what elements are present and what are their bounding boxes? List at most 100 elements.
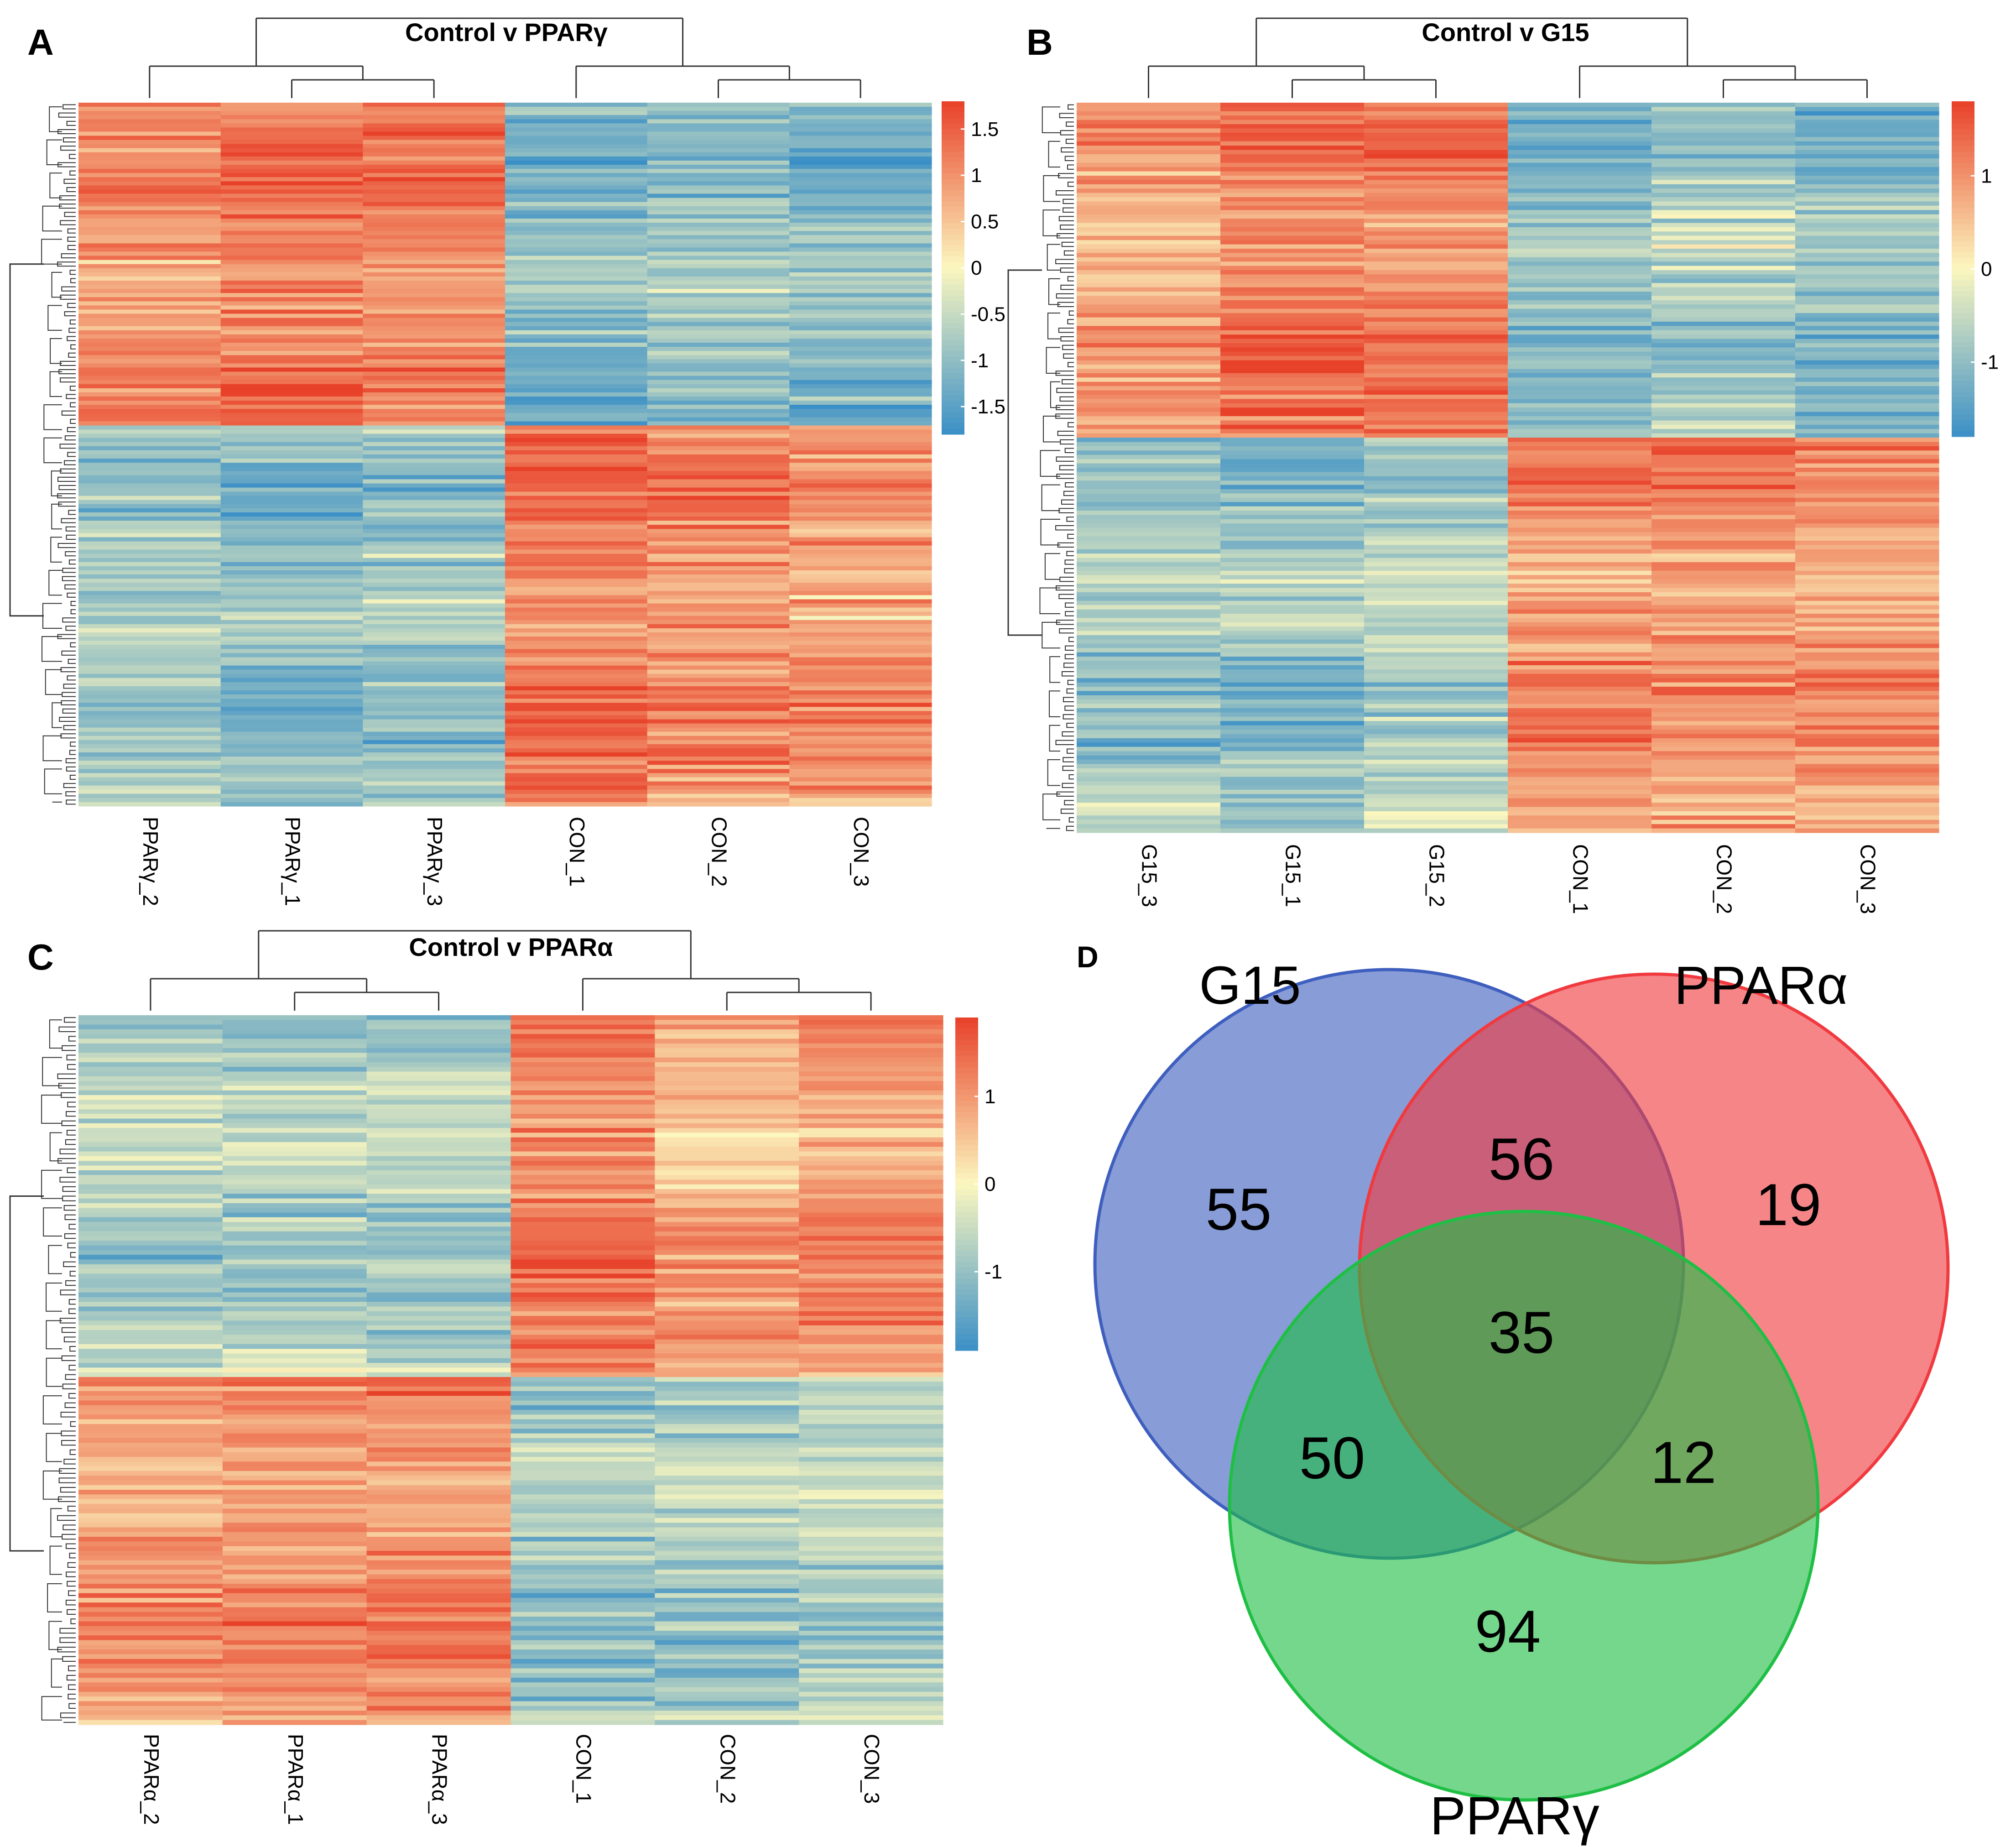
venn-count-g15-ppar-alpha: 56 xyxy=(1489,1126,1555,1192)
heatmap-cell xyxy=(1364,755,1508,760)
heatmap-cell xyxy=(220,740,363,745)
heatmap-cell xyxy=(1364,167,1508,172)
dendrogram-branch xyxy=(66,1054,76,1060)
heatmap-cell xyxy=(1508,214,1652,219)
dendrogram-branch xyxy=(68,1684,76,1690)
dendrogram-branch xyxy=(70,418,76,424)
heatmap-cell xyxy=(78,603,221,608)
scale-gradient-step xyxy=(1952,140,1974,146)
heatmap-cell xyxy=(78,496,221,501)
scale-gradient-step xyxy=(1952,347,1974,353)
heatmap-cell xyxy=(1077,476,1221,481)
heatmap-cell xyxy=(1508,424,1652,429)
heatmap-cell xyxy=(511,1297,655,1302)
scale-gradient-step xyxy=(955,1345,978,1351)
heatmap-cell xyxy=(1220,742,1365,747)
heatmap-cell xyxy=(655,1076,799,1081)
heatmap-cell xyxy=(655,1222,799,1227)
heatmap-cell xyxy=(511,1278,655,1284)
heatmap-cell xyxy=(655,1654,799,1659)
heatmap-cell xyxy=(1795,274,1939,279)
heatmap-cell xyxy=(789,243,932,248)
heatmap-cell xyxy=(363,500,505,505)
dendrogram-branch xyxy=(1064,156,1074,162)
heatmap-cell xyxy=(1651,146,1796,151)
dendrogram-branch xyxy=(46,1282,62,1312)
heatmap-cell xyxy=(1077,519,1221,524)
heatmap-cell xyxy=(647,152,790,157)
heatmap-cell xyxy=(647,719,790,724)
heatmap-cell xyxy=(1364,772,1508,777)
heatmap-cell xyxy=(1077,562,1221,567)
heatmap-cell xyxy=(789,624,932,629)
dendrogram-branch xyxy=(43,404,62,430)
dendrogram-branch xyxy=(63,683,76,689)
heatmap-cell xyxy=(799,1499,943,1504)
heatmap-cell xyxy=(655,1433,799,1439)
dendrogram-branch xyxy=(1058,508,1074,513)
dendrogram-branch xyxy=(1049,725,1060,752)
dendrogram-branch xyxy=(62,1534,76,1540)
heatmap-cell xyxy=(799,1349,943,1354)
heatmap-cell xyxy=(1651,433,1796,438)
heatmap-cell xyxy=(1077,760,1221,765)
heatmap-cell xyxy=(363,173,505,177)
heatmap-cell xyxy=(1077,631,1221,636)
heatmap-cell xyxy=(1795,584,1939,589)
heatmap-cell xyxy=(220,289,363,293)
heatmap-cell xyxy=(799,1147,943,1152)
heatmap-cell xyxy=(222,1461,367,1467)
heatmap-cell xyxy=(78,628,221,633)
panel-title-a: Control v PPARγ xyxy=(405,18,608,47)
heatmap-cell xyxy=(1508,180,1652,185)
dendrogram-branch xyxy=(58,1026,76,1033)
heatmap-cell xyxy=(220,798,363,803)
heatmap-cell xyxy=(366,1325,511,1330)
heatmap-cell xyxy=(1077,803,1221,808)
heatmap-cell xyxy=(511,1494,655,1500)
heatmap-cell xyxy=(655,1212,799,1218)
heatmap-cell xyxy=(78,1503,223,1509)
heatmap-cell xyxy=(511,1513,655,1518)
heatmap-cell xyxy=(511,1142,655,1147)
heatmap-cell xyxy=(799,1490,943,1495)
heatmap-cell xyxy=(1364,351,1508,356)
heatmap-cell xyxy=(363,471,505,475)
heatmap-cell xyxy=(78,1400,223,1406)
heatmap-cell xyxy=(505,736,648,741)
dendrogram-branch xyxy=(1060,809,1074,814)
heatmap-cell xyxy=(220,777,363,782)
heatmap-cell xyxy=(78,607,221,612)
dendrogram-branch xyxy=(1039,587,1060,614)
heatmap-cell xyxy=(1364,420,1508,425)
heatmap-cell xyxy=(78,752,221,757)
heatmap-cell xyxy=(511,1067,655,1072)
dendrogram-branch xyxy=(67,1101,76,1107)
heatmap-cell xyxy=(799,1452,943,1457)
heatmap-cell xyxy=(789,595,932,600)
heatmap-cell xyxy=(1795,772,1939,777)
dendrogram-branch xyxy=(67,1581,76,1587)
heatmap-cell xyxy=(1651,746,1796,751)
heatmap-cell xyxy=(220,235,363,240)
heatmap-cell xyxy=(505,433,648,438)
heatmap-cell xyxy=(789,256,932,261)
heatmap-cell xyxy=(363,719,505,724)
dendrogram-branch xyxy=(1046,347,1060,374)
heatmap-cell xyxy=(647,260,790,265)
heatmap-cell xyxy=(366,1339,511,1345)
heatmap-cell xyxy=(222,1076,367,1081)
heatmap-cell xyxy=(222,1555,367,1561)
heatmap-cell xyxy=(655,1137,799,1143)
heatmap-cell xyxy=(222,1649,367,1655)
heatmap-cell xyxy=(1364,815,1508,820)
heatmap-cell xyxy=(1220,304,1365,309)
heatmap-cell xyxy=(505,144,648,149)
heatmap-cell xyxy=(220,793,363,798)
heatmap-cell xyxy=(647,181,790,186)
heatmap-cell xyxy=(1220,472,1365,477)
heatmap-cell xyxy=(366,1020,511,1025)
dendrogram-branch xyxy=(67,303,76,308)
scale-gradient-step xyxy=(955,1139,978,1146)
heatmap-cell xyxy=(1795,811,1939,816)
